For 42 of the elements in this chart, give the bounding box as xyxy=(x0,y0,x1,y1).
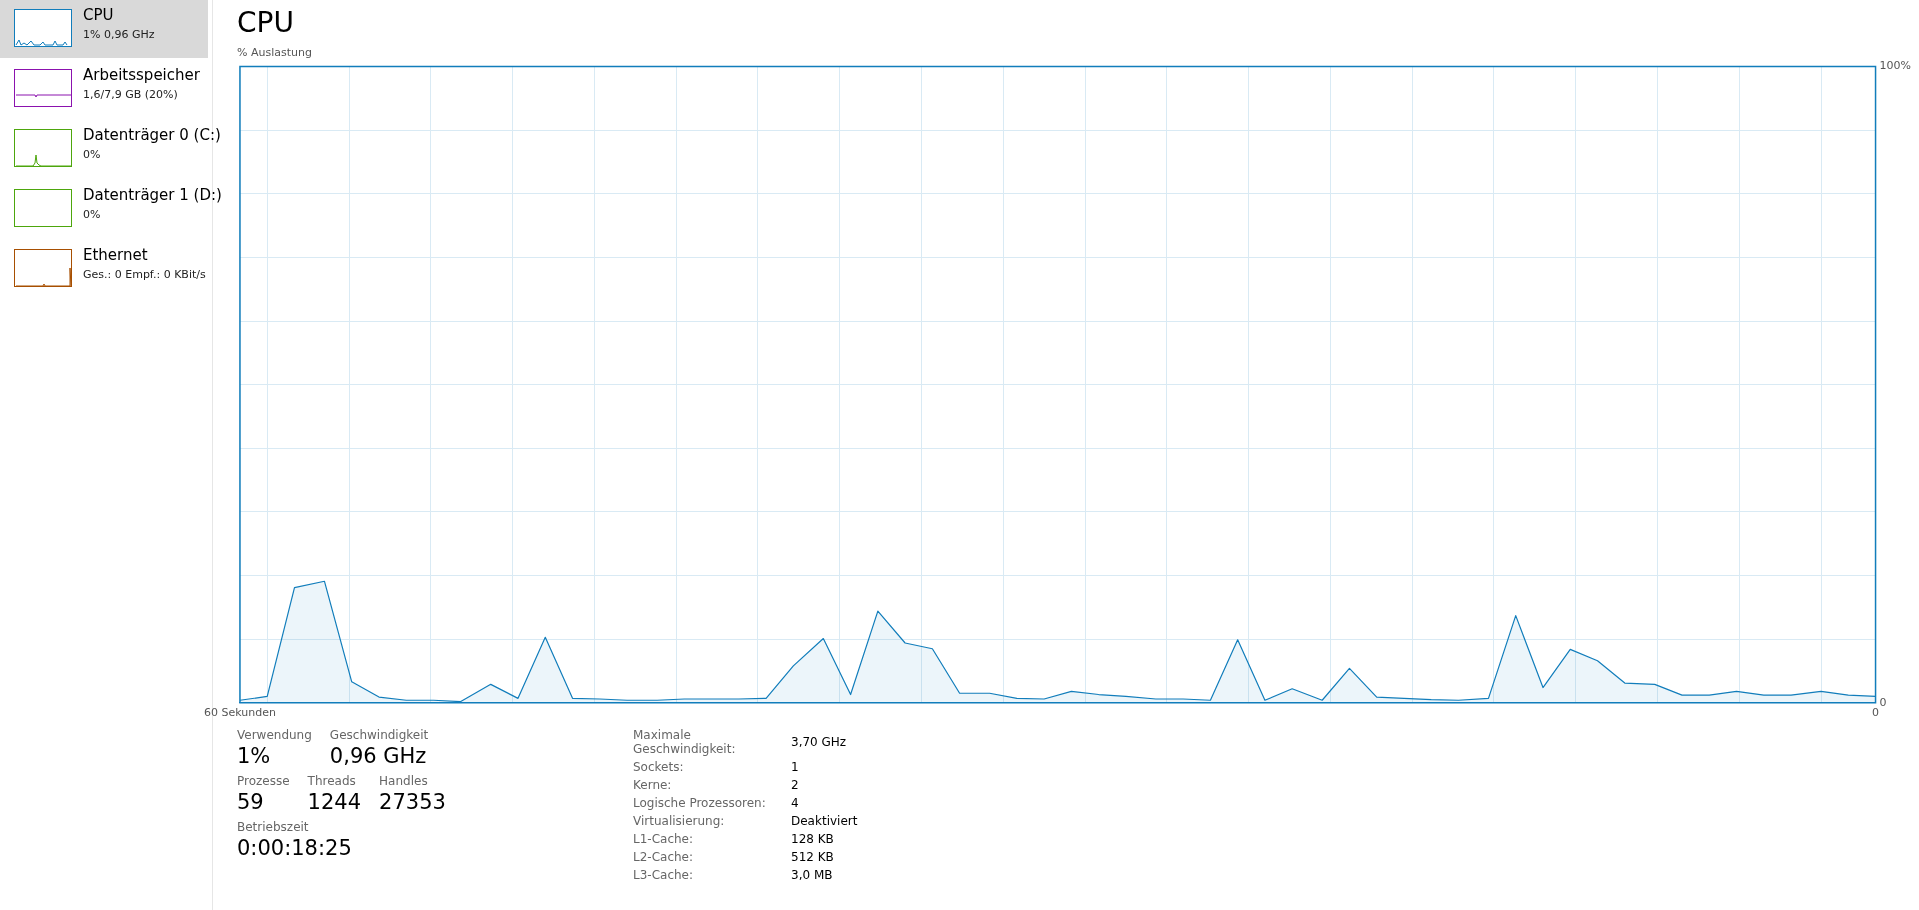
text: Datenträger 0 (C:) xyxy=(83,126,221,144)
text: Maximale Geschwindigkeit: xyxy=(633,728,737,758)
text: Betriebszeit xyxy=(237,820,310,834)
text: Ethernet xyxy=(83,246,148,264)
text: CPU xyxy=(83,6,114,24)
text: Handles xyxy=(379,774,429,788)
text: Kerne: xyxy=(633,777,673,794)
text: 0% xyxy=(83,148,101,161)
text: 27353 xyxy=(379,790,446,814)
text: Logische Prozessoren: xyxy=(633,795,767,812)
text: 2 xyxy=(791,777,800,794)
text: L2-Cache: xyxy=(633,849,694,866)
y-tick-label: 100% xyxy=(1879,59,1912,73)
text: 128 KB xyxy=(791,831,835,848)
text: Prozesse xyxy=(237,774,290,788)
y-axis-title: % Auslastung xyxy=(237,46,312,59)
text: 3,0 MB xyxy=(791,867,834,884)
text: 1 xyxy=(791,759,800,776)
text: Deaktiviert xyxy=(791,813,858,830)
text: 1,6/7,9 GB (20%) xyxy=(83,88,178,101)
text: 0,96 GHz xyxy=(329,744,428,768)
text: 1244 xyxy=(307,790,362,814)
text: Sockets: xyxy=(633,759,685,776)
x-tick-label: 60 Sekunden xyxy=(203,706,276,720)
text: Threads xyxy=(307,774,357,788)
text: 1% xyxy=(237,744,272,768)
text: 4 xyxy=(791,795,800,812)
text: Virtualisierung: xyxy=(633,813,726,830)
text: 59 xyxy=(237,790,265,814)
text: 1% 0,96 GHz xyxy=(83,28,155,41)
text: 0% xyxy=(83,208,101,221)
text: 512 KB xyxy=(791,849,835,866)
text: L1-Cache: xyxy=(633,831,694,848)
text: 0:00:18:25 xyxy=(237,836,352,860)
text: Geschwindigkeit xyxy=(329,728,429,742)
text: Datenträger 1 (D:) xyxy=(83,186,222,204)
text: Ges.: 0 Empf.: 0 KBit/s xyxy=(83,268,206,281)
text: L3-Cache: xyxy=(633,867,694,884)
text: Verwendung xyxy=(237,728,312,742)
text: 3,70 GHz xyxy=(791,734,848,751)
chart-title: CPU xyxy=(237,6,294,39)
text: Arbeitsspeicher xyxy=(83,66,200,84)
